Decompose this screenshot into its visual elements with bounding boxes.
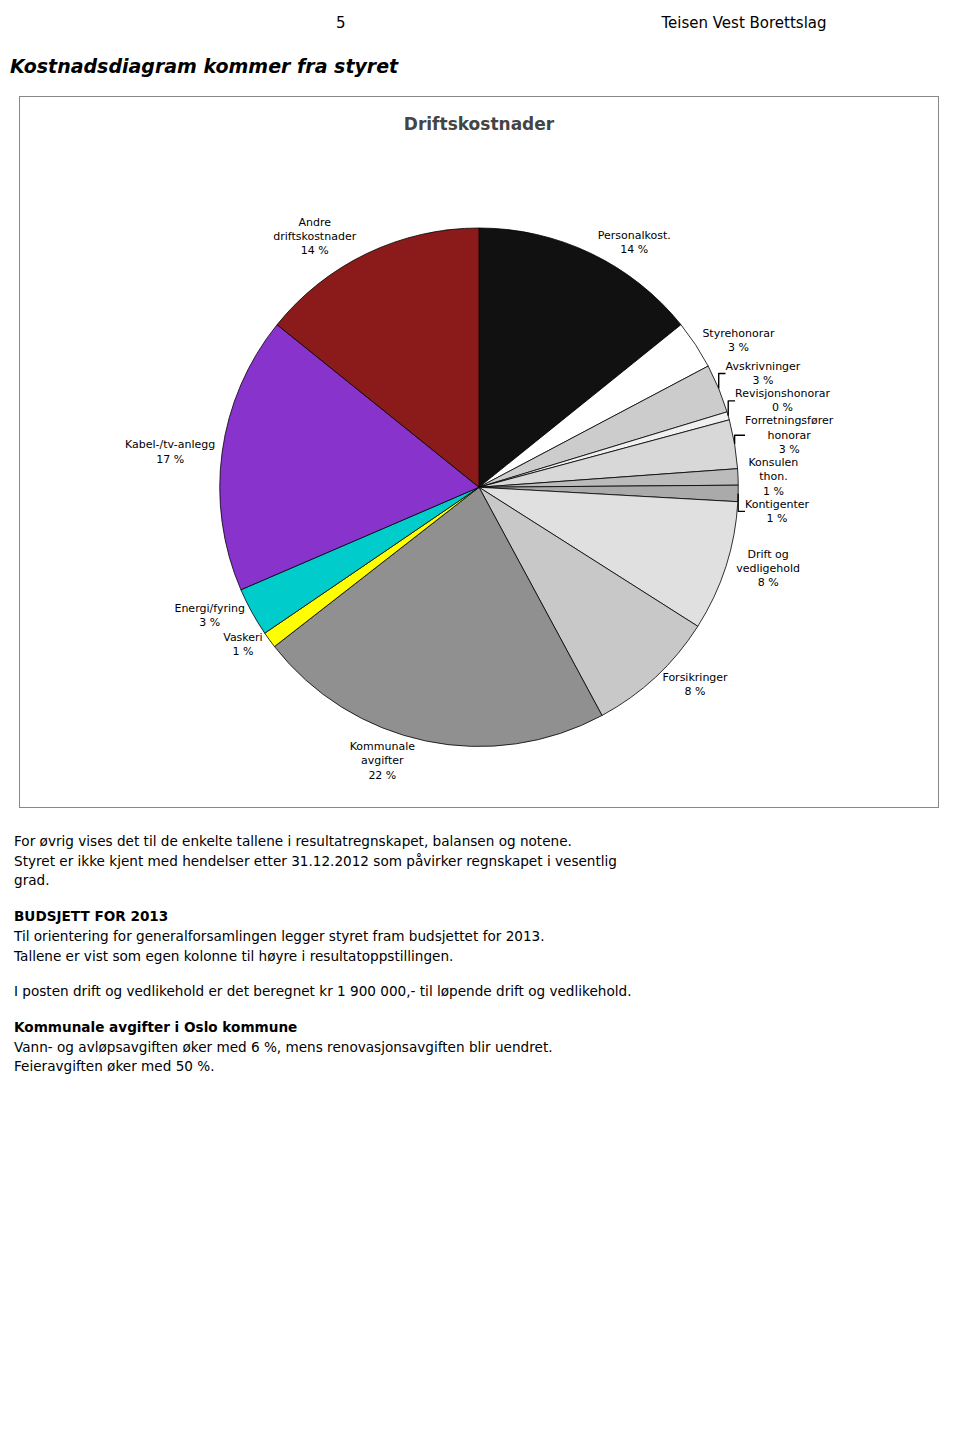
html-text:Feieravgiften øker med 50 %.: Feieravgiften øker med 50 %. <box>14 1058 215 1075</box>
svg-text:Forretningsførerhonorar3 %: Forretningsførerhonorar3 % <box>745 414 834 456</box>
svg-text:Vaskeri1 %: Vaskeri1 % <box>223 631 262 658</box>
svg-text:Andredriftskostnader14 %: Andredriftskostnader14 % <box>273 216 356 258</box>
svg-text:Forsikringer8 %: Forsikringer8 % <box>662 671 728 698</box>
html-text:Styret er ikke kjent med hende: Styret er ikke kjent med hendelser etter… <box>14 852 617 869</box>
svg-text:Energi/fyring3 %: Energi/fyring3 % <box>174 602 245 629</box>
html-text:I posten drift og vedlikehold: I posten drift og vedlikehold er det ber… <box>14 983 632 1000</box>
svg-text:Driftskostnader: Driftskostnader <box>404 114 555 134</box>
svg-text:Drift ogvedligehold8 %: Drift ogvedligehold8 % <box>736 548 800 590</box>
svg-text:Avskrivninger3 %: Avskrivninger3 % <box>726 360 801 387</box>
svg-text:Kabel-/tv-anlegg17 %: Kabel-/tv-anlegg17 % <box>125 438 215 465</box>
svg-text:Konsulenthon.1 %: Konsulenthon.1 % <box>748 456 798 498</box>
svg-text:Styrehonorar3 %: Styrehonorar3 % <box>702 327 775 354</box>
html-text:Kostnadsdiagram kommer fra sty: Kostnadsdiagram kommer fra styret <box>10 55 399 77</box>
html-text:5: 5 <box>336 14 346 32</box>
html-text:Vann- og avløpsavgiften øker m: Vann- og avløpsavgiften øker med 6 %, me… <box>14 1038 553 1055</box>
html-text:Til orientering for generalfor: Til orientering for generalforsamlingen … <box>14 927 545 944</box>
html-text:Tallene er vist som egen kolon: Tallene er vist som egen kolonne til høy… <box>14 947 454 964</box>
html-text:Teisen Vest Borettslag: Teisen Vest Borettslag <box>661 14 827 32</box>
html-text:grad.: grad. <box>14 872 50 889</box>
html-text:For øvrig vises det til de enk: For øvrig vises det til de enkelte talle… <box>14 833 572 849</box>
svg-text:Kommunaleavgifter22 %: Kommunaleavgifter22 % <box>350 740 416 782</box>
svg-text:Kontigenter1 %: Kontigenter1 % <box>745 498 810 525</box>
html-text:Kommunale avgifter i Oslo komm: Kommunale avgifter i Oslo kommune <box>14 1018 298 1035</box>
html-text:BUDSJETT FOR 2013: BUDSJETT FOR 2013 <box>14 908 169 925</box>
svg-text:Personalkost.14 %: Personalkost.14 % <box>598 229 671 256</box>
svg-text:Revisjonshonorar0 %: Revisjonshonorar0 % <box>735 387 830 414</box>
